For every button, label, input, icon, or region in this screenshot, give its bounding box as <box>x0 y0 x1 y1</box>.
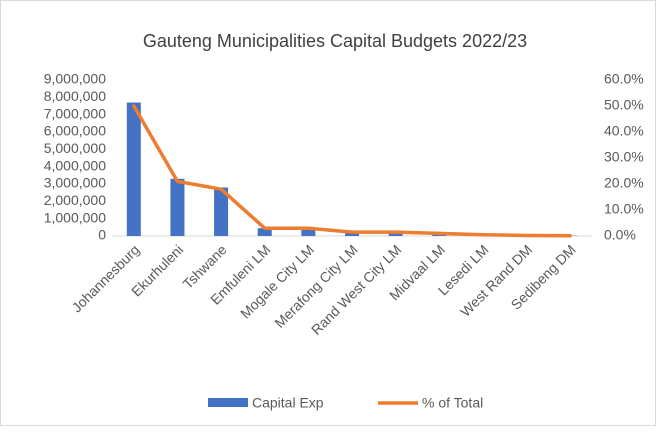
y2-tick-label: 20.0% <box>604 175 644 191</box>
y2-tick-label: 0.0% <box>604 227 636 243</box>
y-tick-label: 7,000,000 <box>44 105 106 121</box>
y-tick-label: 2,000,000 <box>44 192 106 208</box>
legend-swatch <box>208 398 248 407</box>
bar <box>301 230 315 236</box>
y-tick-label: 4,000,000 <box>44 157 106 173</box>
legend-label: Capital Exp <box>252 395 324 411</box>
y2-tick-label: 40.0% <box>604 123 644 139</box>
y-tick-label: 5,000,000 <box>44 140 106 156</box>
y-tick-label: 0 <box>98 227 106 243</box>
y-tick-label: 9,000,000 <box>44 71 106 87</box>
y-tick-label: 6,000,000 <box>44 123 106 139</box>
legend-label: % of Total <box>422 395 483 411</box>
chart-title: Gauteng Municipalities Capital Budgets 2… <box>143 31 527 51</box>
y2-tick-label: 50.0% <box>604 97 644 113</box>
y-tick-label: 1,000,000 <box>44 209 106 225</box>
y2-tick-label: 10.0% <box>604 201 644 217</box>
y-tick-label: 8,000,000 <box>44 88 106 104</box>
bar <box>127 103 141 236</box>
y2-tick-label: 60.0% <box>604 71 644 87</box>
y-tick-label: 3,000,000 <box>44 175 106 191</box>
y2-tick-label: 30.0% <box>604 149 644 165</box>
bar <box>170 179 184 236</box>
